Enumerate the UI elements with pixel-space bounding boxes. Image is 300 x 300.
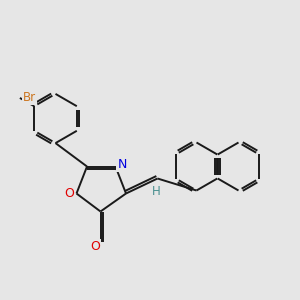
Text: O: O: [90, 240, 100, 254]
Text: H: H: [152, 184, 160, 198]
Text: N: N: [117, 158, 127, 171]
Text: Br: Br: [23, 92, 36, 104]
Text: O: O: [64, 187, 74, 200]
